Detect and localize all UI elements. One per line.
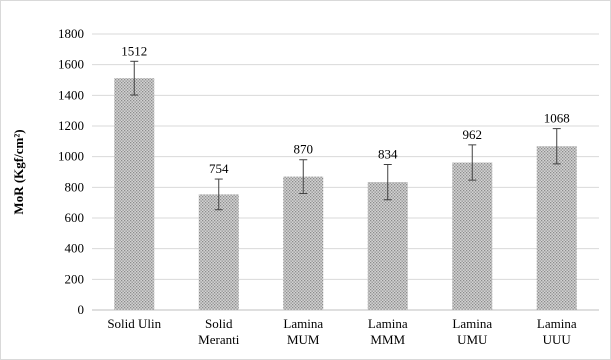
y-tick-label: 800	[65, 179, 85, 194]
bar	[114, 78, 155, 310]
data-label: 870	[294, 142, 314, 157]
y-tick-label: 1600	[58, 57, 84, 72]
x-category-label: MMM	[370, 332, 405, 347]
data-label: 1068	[544, 111, 570, 126]
x-category-label: Lamina	[452, 316, 492, 331]
bars	[114, 60, 577, 310]
bar	[452, 162, 493, 310]
y-tick-label: 1800	[58, 26, 84, 41]
x-category-label: MUM	[287, 332, 320, 347]
y-tick-label: 600	[65, 210, 85, 225]
labels: 0 200 400 600 800 1000 1200 1400 1600 1800 1512 Sol…	[58, 26, 577, 347]
gridlines	[92, 33, 599, 311]
y-tick-label: 1200	[58, 118, 84, 133]
x-category-label: Lamina	[537, 316, 577, 331]
x-category-label: Solid	[205, 316, 233, 331]
y-tick-label: 1400	[58, 87, 84, 102]
y-axis-title: MoR (Kgf/cm²)	[11, 129, 26, 214]
bar	[367, 182, 408, 310]
bar	[536, 146, 577, 310]
y-tick-label: 0	[78, 302, 85, 317]
data-label: 834	[378, 146, 398, 161]
x-category-label: Meranti	[198, 332, 240, 347]
y-tick-label: 200	[65, 271, 85, 286]
x-category-label: Lamina	[368, 316, 408, 331]
y-tick-label: 400	[65, 241, 85, 256]
x-category-label: Solid Ulin	[107, 316, 161, 331]
x-category-label: UMU	[457, 332, 488, 347]
bar	[283, 176, 324, 310]
data-label: 1512	[121, 43, 147, 58]
data-label: 962	[463, 127, 483, 142]
bar	[198, 194, 239, 310]
data-label: 754	[209, 161, 229, 176]
y-tick-label: 1000	[58, 149, 84, 164]
x-category-label: UUU	[543, 332, 572, 347]
x-category-label: Lamina	[283, 316, 323, 331]
